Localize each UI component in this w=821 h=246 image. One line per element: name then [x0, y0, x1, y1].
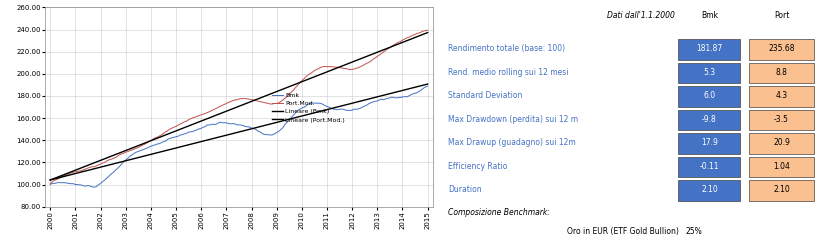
Text: 20.9: 20.9: [773, 138, 790, 147]
Line: Port.Mod.: Port.Mod.: [50, 30, 428, 183]
Bar: [678, 133, 741, 154]
Bmk: [227, 122, 237, 125]
Bmk: [152, 143, 162, 146]
Text: Dati dall'1.1.2000: Dati dall'1.1.2000: [607, 11, 675, 20]
Port.Mod.: [420, 29, 430, 32]
Text: 25%: 25%: [686, 228, 703, 236]
Bar: [678, 157, 741, 177]
Bar: [749, 180, 814, 201]
Text: Standard Deviation: Standard Deviation: [447, 91, 522, 100]
Bar: [749, 133, 814, 154]
Text: 235.68: 235.68: [768, 44, 795, 53]
Text: 181.87: 181.87: [696, 44, 722, 53]
Text: -9.8: -9.8: [702, 115, 717, 124]
Port.Mod.: [226, 100, 236, 103]
Bar: [749, 86, 814, 107]
Text: 6.0: 6.0: [704, 91, 716, 100]
Bmk: [45, 183, 55, 186]
Text: 8.8: 8.8: [776, 68, 787, 77]
Bar: [749, 110, 814, 130]
Port.Mod.: [423, 29, 433, 32]
Text: -0.11: -0.11: [699, 162, 719, 171]
Text: Duration: Duration: [447, 185, 481, 194]
Bmk: [230, 122, 240, 125]
Port.Mod.: [358, 64, 368, 67]
Text: 2.10: 2.10: [773, 185, 790, 194]
Text: Bmk: Bmk: [701, 11, 718, 20]
Bmk: [76, 184, 86, 186]
Text: -3.5: -3.5: [774, 115, 789, 124]
Port.Mod.: [227, 99, 237, 102]
Bmk: [89, 186, 99, 189]
Bar: [678, 86, 741, 107]
Text: 5.3: 5.3: [704, 68, 716, 77]
Legend: Bmk, Port.Mod., Lineare (Bmk), Lineare (Port.Mod.): Bmk, Port.Mod., Lineare (Bmk), Lineare (…: [269, 90, 347, 125]
Bar: [749, 157, 814, 177]
Text: Max Drawdown (perdita) sui 12 m: Max Drawdown (perdita) sui 12 m: [447, 115, 578, 124]
Text: Max Drawup (guadagno) sui 12m: Max Drawup (guadagno) sui 12m: [447, 138, 576, 147]
Text: Rend. medio rolling sui 12 mesi: Rend. medio rolling sui 12 mesi: [447, 68, 568, 77]
Text: Composizione Benchmark:: Composizione Benchmark:: [447, 208, 550, 217]
Text: 2.10: 2.10: [701, 185, 718, 194]
Text: Port: Port: [773, 11, 789, 20]
Port.Mod.: [45, 182, 55, 185]
Line: Bmk: Bmk: [50, 86, 428, 187]
Bar: [678, 180, 741, 201]
Bar: [678, 110, 741, 130]
Text: 4.3: 4.3: [775, 91, 787, 100]
Text: Efficiency Ratio: Efficiency Ratio: [447, 162, 507, 171]
Bar: [749, 63, 814, 83]
Bmk: [104, 175, 114, 178]
Bar: [749, 39, 814, 60]
Text: 17.9: 17.9: [701, 138, 718, 147]
Bmk: [423, 85, 433, 88]
Bmk: [360, 105, 369, 108]
Port.Mod.: [102, 159, 112, 162]
Bar: [678, 39, 741, 60]
Port.Mod.: [76, 169, 86, 172]
Text: Oro in EUR (ETF Gold Bullion): Oro in EUR (ETF Gold Bullion): [566, 228, 678, 236]
Text: 1.04: 1.04: [773, 162, 790, 171]
Bar: [678, 63, 741, 83]
Text: Rendimento totale (base: 100): Rendimento totale (base: 100): [447, 44, 565, 53]
